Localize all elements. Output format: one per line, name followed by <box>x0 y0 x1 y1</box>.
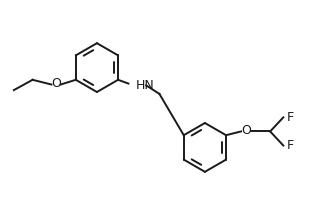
Text: F: F <box>286 111 294 124</box>
Text: O: O <box>51 77 61 90</box>
Text: O: O <box>241 124 251 137</box>
Text: HN: HN <box>136 79 155 92</box>
Text: F: F <box>286 139 294 152</box>
